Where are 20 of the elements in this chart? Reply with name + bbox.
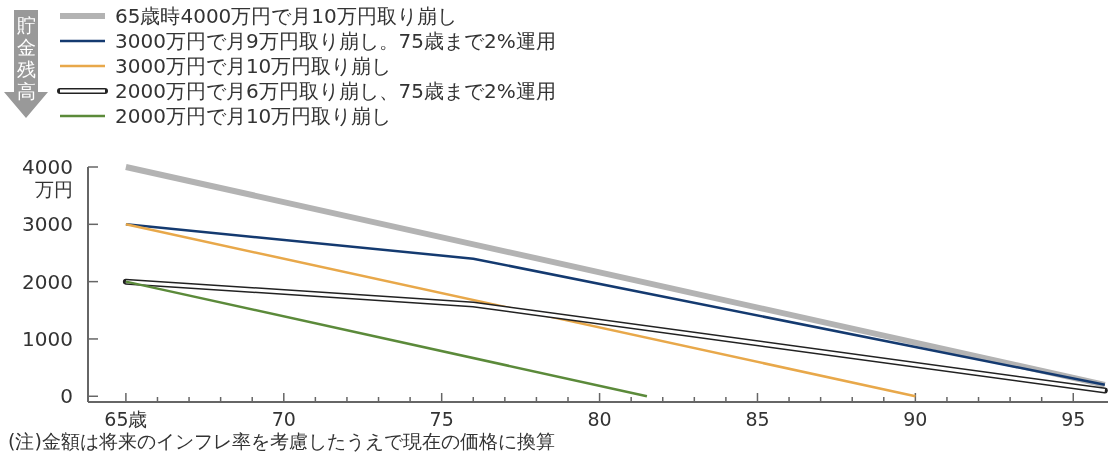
x-tick-label: 65歳 bbox=[104, 408, 148, 430]
x-tick-label: 80 bbox=[587, 408, 612, 430]
x-tick-label: 85 bbox=[745, 408, 770, 430]
legend-label: 65歳時4000万円で月10万円取り崩し bbox=[115, 4, 457, 28]
text: (注)金額は将来のインフレ率を考慮したうえで現在の価格に換算 bbox=[8, 430, 555, 452]
legend-label: 3000万円で月9万円取り崩し。75歳まで2%運用 bbox=[115, 29, 556, 53]
y-tick-label: 3000 bbox=[22, 212, 73, 237]
y-tick-label: 0 bbox=[60, 384, 73, 409]
y-tick-label: 4000 bbox=[22, 155, 73, 179]
y-axis-title: 貯金残高 bbox=[16, 14, 36, 102]
legend-label: 2000万円で月10万円取り崩し bbox=[115, 104, 392, 128]
legend-label: 3000万円で月10万円取り崩し bbox=[115, 54, 392, 78]
x-tick-label: 90 bbox=[903, 408, 928, 430]
x-tick-label: 75 bbox=[429, 408, 454, 430]
x-tick-label: 95 bbox=[1061, 408, 1086, 430]
legend-label: 2000万円で月6万円取り崩し、75歳まで2%運用 bbox=[115, 79, 556, 103]
text: 万円 bbox=[35, 178, 73, 200]
x-tick-label: 70 bbox=[271, 408, 296, 430]
y-tick-label: 2000 bbox=[22, 269, 73, 294]
y-tick-label: 1000 bbox=[22, 326, 73, 351]
